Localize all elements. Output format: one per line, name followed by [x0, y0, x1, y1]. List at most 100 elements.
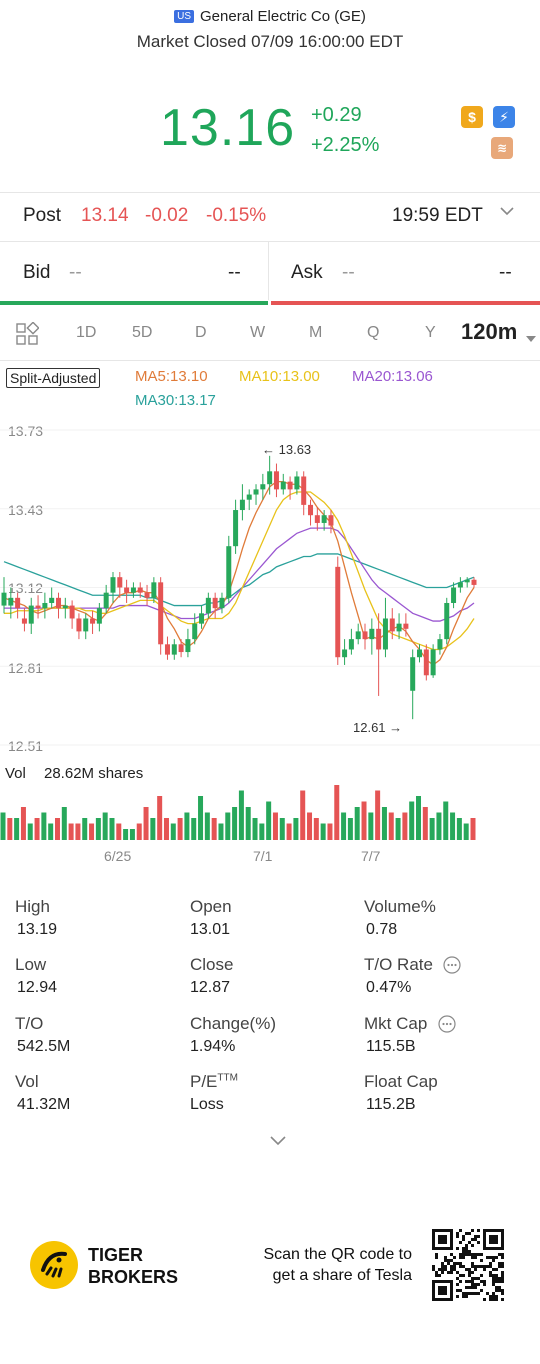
volume-chart[interactable] [0, 782, 540, 842]
candle [130, 582, 136, 598]
volume-bar [416, 796, 422, 840]
qr-module [483, 1283, 486, 1286]
qr-module [471, 1286, 474, 1289]
qr-module [480, 1259, 483, 1262]
qr-module [444, 1256, 447, 1259]
qr-module [471, 1271, 474, 1274]
qr-module [474, 1256, 477, 1259]
candle [199, 605, 205, 629]
split-adjusted-toggle[interactable]: Split-Adjusted [6, 368, 101, 388]
volume-bar [170, 823, 176, 840]
candle [42, 592, 48, 619]
qr-module [471, 1253, 474, 1256]
candle [212, 592, 218, 619]
candle [246, 489, 252, 511]
qr-code-icon[interactable] [431, 1228, 505, 1302]
tab-day[interactable]: D [195, 324, 207, 341]
tab-week[interactable]: W [250, 324, 266, 341]
y-tick-label: 13.43 [8, 502, 44, 518]
volume-bar [266, 801, 272, 840]
volume-bar [136, 823, 142, 840]
dollar-icon[interactable]: $ [461, 106, 483, 128]
qr-module [477, 1241, 480, 1244]
y-tick-label: 12.81 [8, 660, 44, 676]
qr-module [465, 1268, 468, 1271]
qr-module [444, 1265, 447, 1268]
qr-module [501, 1292, 504, 1295]
candle [35, 595, 41, 619]
candle [15, 592, 21, 619]
lightning-icon[interactable]: ⚡ [493, 106, 515, 128]
tab-month[interactable]: M [309, 324, 323, 341]
volume-bar [232, 807, 238, 840]
qr-module [462, 1250, 465, 1253]
tab-year[interactable]: Y [425, 324, 436, 341]
qr-module [471, 1262, 474, 1265]
stock-title: US General Electric Co (GE) [0, 8, 540, 25]
post-time: 19:59 EDT [392, 205, 483, 226]
qr-module [483, 1298, 486, 1301]
candle [96, 602, 102, 632]
stat-label-turnover-rate: T/O Rate [364, 955, 433, 974]
qr-module [489, 1298, 492, 1301]
qr-module [501, 1277, 504, 1280]
price-change: +0.29 [311, 104, 362, 126]
qr-module [474, 1286, 477, 1289]
chevron-down-icon[interactable] [499, 203, 515, 225]
candle [396, 613, 402, 640]
qr-module [492, 1298, 495, 1301]
candle [280, 473, 286, 495]
qr-module [450, 1271, 453, 1274]
candle [110, 572, 116, 603]
candle [205, 592, 211, 619]
tab-5d[interactable]: 5D [132, 324, 153, 341]
candle [21, 608, 27, 632]
qr-module [471, 1229, 474, 1232]
qr-module [501, 1289, 504, 1292]
qr-module [495, 1298, 498, 1301]
volume-bar [109, 818, 115, 840]
volume-bar [341, 812, 347, 840]
tab-quarter[interactable]: Q [367, 324, 380, 341]
qr-module [468, 1268, 471, 1271]
volume-bar [354, 807, 360, 840]
qr-module [477, 1292, 480, 1295]
stat-value-float-cap: 115.2B [366, 1096, 416, 1113]
qr-module [456, 1289, 459, 1292]
qr-module [474, 1235, 477, 1238]
qr-module [459, 1280, 462, 1283]
qr-module [492, 1268, 495, 1271]
qr-module [498, 1253, 501, 1256]
tab-1d[interactable]: 1D [76, 324, 97, 341]
candle [226, 535, 232, 603]
stack-icon[interactable]: ≋ [491, 137, 513, 159]
qr-module [465, 1232, 468, 1235]
pe-label-text: P/E [190, 1072, 218, 1091]
price-chart[interactable] [0, 415, 540, 755]
volume-bar [313, 818, 319, 840]
qr-module [435, 1271, 438, 1274]
tab-120m[interactable]: 120m [461, 319, 518, 344]
pe-superscript: TTM [217, 1072, 238, 1084]
caret-down-icon[interactable] [526, 330, 536, 348]
expand-chevron-icon[interactable] [269, 1133, 287, 1151]
more-info-icon[interactable] [438, 1015, 456, 1038]
stat-value-open: 13.01 [190, 921, 231, 938]
candle [28, 597, 34, 634]
qr-module [489, 1274, 492, 1277]
layout-grid-icon[interactable] [15, 321, 40, 351]
more-info-icon[interactable] [443, 956, 461, 979]
qr-module [480, 1289, 483, 1292]
post-price: 13.14 [81, 205, 129, 226]
volume-bar [20, 807, 26, 840]
qr-module [456, 1232, 459, 1235]
qr-module [456, 1247, 459, 1250]
qr-module [498, 1289, 501, 1292]
qr-module [459, 1262, 462, 1265]
stat-value-low: 12.94 [17, 979, 58, 996]
post-market-row[interactable]: Post 13.14 -0.02 -0.15% 19:59 EDT [0, 205, 540, 231]
volume-bar [456, 818, 462, 840]
volume-bar [68, 823, 74, 840]
qr-module [489, 1295, 492, 1298]
volume-bar [300, 790, 306, 840]
